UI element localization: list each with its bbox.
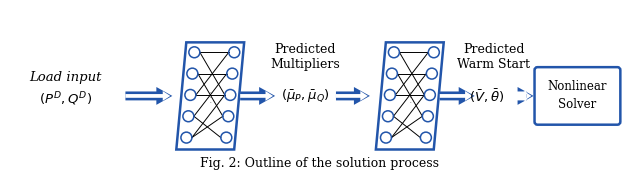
Polygon shape	[240, 91, 273, 101]
Text: $(\bar{V},\bar{\theta})$: $(\bar{V},\bar{\theta})$	[469, 87, 504, 105]
Text: ·
·
·: · · ·	[409, 90, 411, 105]
Polygon shape	[125, 91, 170, 101]
Polygon shape	[440, 87, 475, 105]
FancyBboxPatch shape	[534, 67, 620, 125]
Text: Nonlinear: Nonlinear	[548, 81, 607, 93]
Text: Load input: Load input	[29, 71, 102, 84]
Text: $(\bar{\mu}_P,\bar{\mu}_Q)$: $(\bar{\mu}_P,\bar{\mu}_Q)$	[281, 88, 330, 104]
Text: Multipliers: Multipliers	[270, 58, 340, 71]
Polygon shape	[125, 87, 172, 105]
Polygon shape	[240, 87, 275, 105]
Text: Predicted: Predicted	[463, 43, 524, 56]
Polygon shape	[336, 87, 370, 105]
Text: Fig. 2: Outline of the solution process: Fig. 2: Outline of the solution process	[200, 157, 440, 170]
Text: Predicted: Predicted	[275, 43, 336, 56]
Text: Warm Start: Warm Start	[457, 58, 530, 71]
Polygon shape	[518, 87, 534, 105]
Polygon shape	[524, 91, 532, 101]
Polygon shape	[176, 42, 244, 149]
Polygon shape	[376, 42, 444, 149]
Text: Solver: Solver	[558, 98, 596, 111]
Text: $(P^D,Q^D)$: $(P^D,Q^D)$	[39, 90, 92, 108]
Polygon shape	[440, 91, 473, 101]
Polygon shape	[336, 91, 368, 101]
Text: ·
·
·: · · ·	[209, 90, 211, 105]
